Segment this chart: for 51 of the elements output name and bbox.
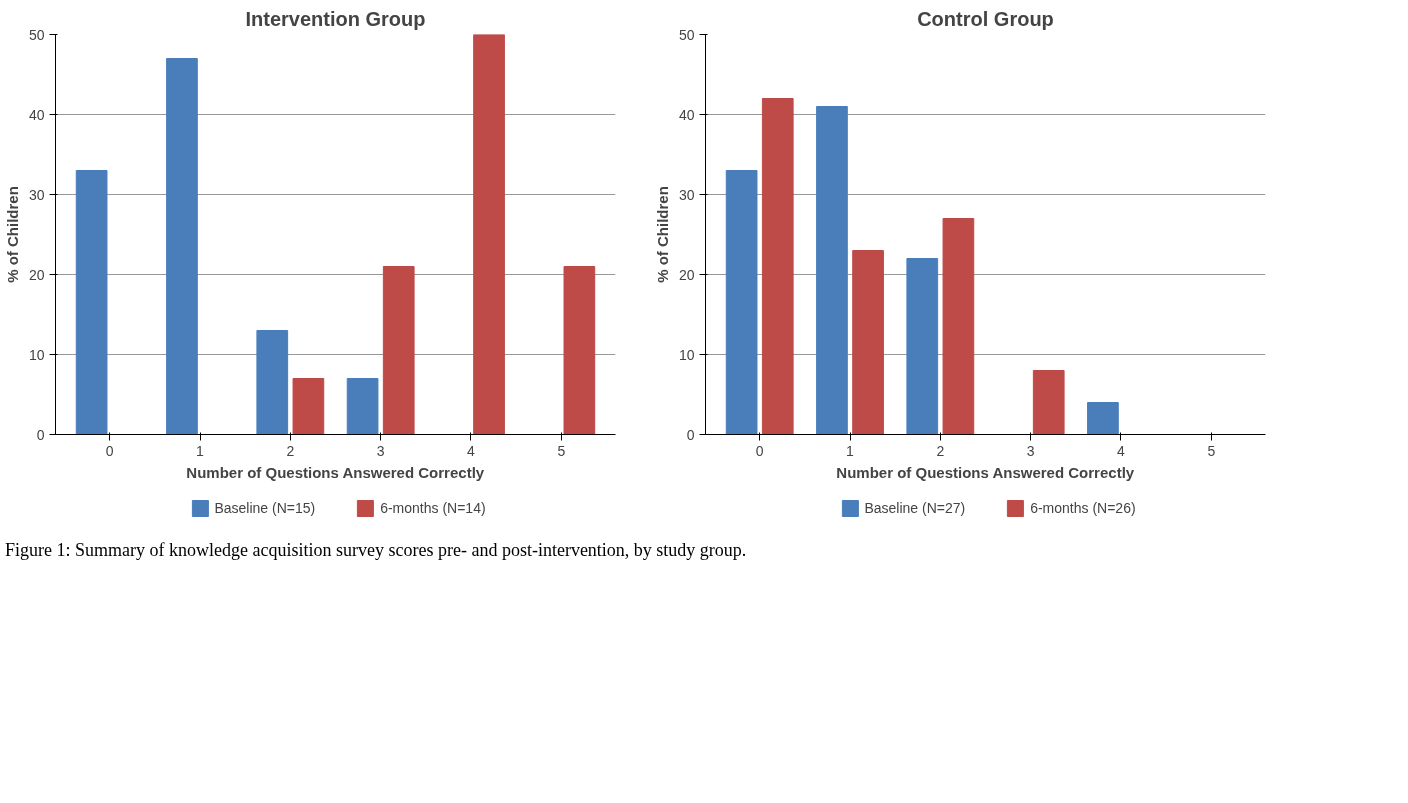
y-tick-label: 20 [28, 266, 45, 283]
bar [852, 250, 884, 435]
y-axis-title: % of Children [653, 186, 671, 283]
bar [256, 330, 289, 435]
y-tick-label: 50 [678, 26, 695, 43]
bar [382, 266, 415, 435]
x-tick-label: 5 [1207, 442, 1216, 459]
y-tick-label: 50 [28, 26, 45, 43]
chart-title: Intervention Group [245, 7, 426, 30]
y-tick-label: 30 [28, 186, 45, 203]
x-tick-label: 3 [376, 442, 385, 459]
bar [816, 106, 848, 435]
bar [473, 34, 505, 435]
x-tick-label: 4 [467, 442, 476, 459]
x-axis-title: Number of Questions Answered Correctly [186, 463, 485, 481]
bar [1032, 370, 1065, 435]
bar [75, 170, 108, 435]
x-tick-label: 1 [196, 442, 205, 459]
chart-title: Control Group [917, 7, 1054, 30]
legend-label: 6-months (N=14) [380, 500, 486, 516]
bar [563, 266, 596, 435]
x-tick-label: 4 [1117, 442, 1126, 459]
bar [942, 218, 975, 435]
legend-label: Baseline (N=27) [864, 500, 966, 516]
legend-label: Baseline (N=15) [214, 500, 316, 516]
legend-label: 6-months (N=26) [1030, 500, 1136, 516]
y-tick-label: 40 [28, 106, 45, 123]
x-tick-label: 0 [105, 442, 114, 459]
bar [346, 378, 379, 435]
y-tick-label: 0 [686, 426, 695, 443]
y-tick-label: 40 [678, 106, 695, 123]
y-tick-label: 10 [28, 346, 45, 363]
y-tick-label: 20 [678, 266, 695, 283]
x-axis-title: Number of Questions Answered Correctly [836, 463, 1135, 481]
y-axis-title: % of Children [3, 186, 21, 283]
caption: Figure 1: Summary of knowledge acquisition survey scores pre- and post-intervention, by study group. [5, 539, 747, 562]
bar [906, 258, 939, 435]
bar [761, 98, 794, 435]
y-tick-label: 0 [36, 426, 45, 443]
bar [292, 378, 325, 435]
x-tick-label: 0 [755, 442, 764, 459]
bar [725, 170, 758, 435]
bar [1087, 402, 1119, 435]
x-tick-label: 5 [557, 442, 566, 459]
y-tick-label: 30 [678, 186, 695, 203]
bar [166, 58, 198, 435]
x-tick-label: 3 [1026, 442, 1035, 459]
x-tick-label: 2 [936, 442, 945, 459]
y-tick-label: 10 [678, 346, 695, 363]
x-tick-label: 2 [286, 442, 295, 459]
x-tick-label: 1 [846, 442, 855, 459]
